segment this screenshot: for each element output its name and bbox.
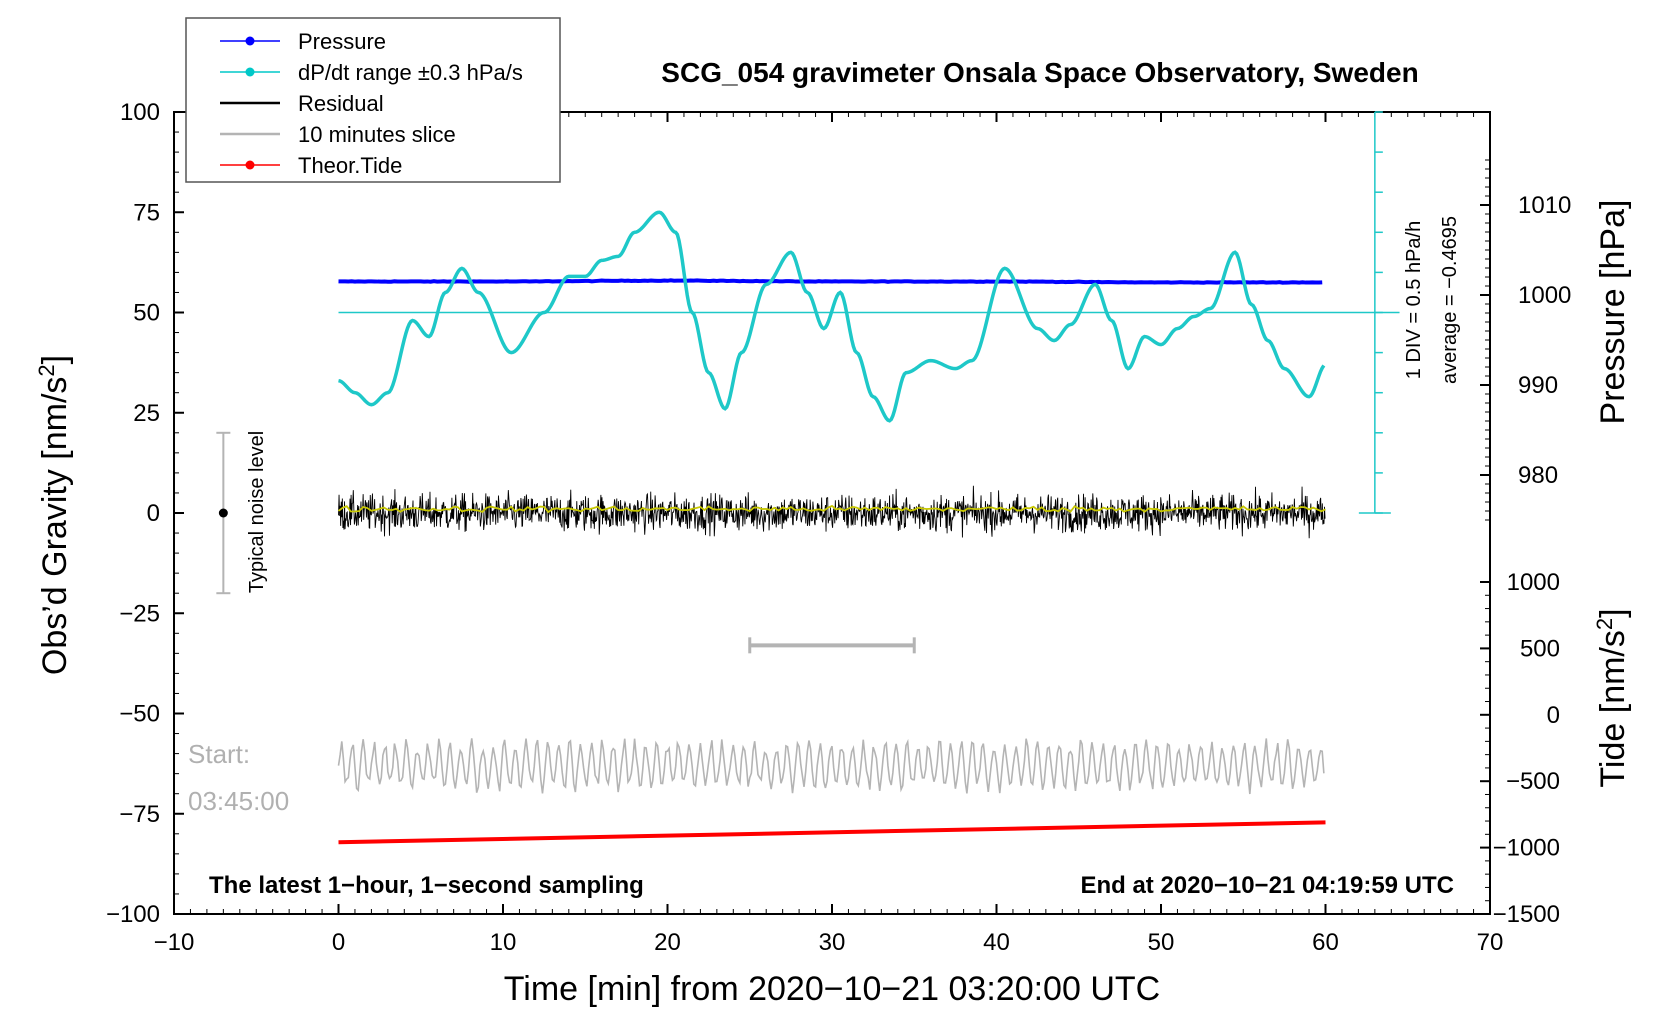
tide-tick-label: −1000 [1493,835,1560,862]
legend-label: Pressure [298,29,386,54]
legend-label: 10 minutes slice [298,122,456,147]
dpdt-scale-label-2: average = −0.4695 [1439,216,1461,384]
chart-extras [216,111,1391,654]
x-tick-label: −10 [154,929,195,956]
y-tick-label: −25 [119,600,160,627]
pressure-line [338,278,1323,285]
y-tide-title-main: Tide [nm/s [1594,630,1632,787]
dpdt-line [338,210,1326,423]
residual-line [338,485,1326,539]
y-tick-label: 100 [120,99,160,126]
tide-line [338,820,1326,845]
dpdt-scale-label-1: 1 DIV = 0.5 hPa/h [1403,221,1425,379]
start-time: 03:45:00 [188,786,289,816]
y-axis-pressure-title: Pressure [hPa] [1594,200,1632,425]
legend-marker [245,160,255,170]
x-tick-label: 50 [1148,929,1175,956]
pressure-tick-label: 980 [1518,462,1558,489]
y-axis-left-title: Obs’d Gravity [nm/s2] [34,355,74,675]
tide-tick-label: 0 [1547,702,1560,729]
series-group [337,210,1400,845]
legend-label: dP/dt range ±0.3 hPa/s [298,60,523,85]
tide-tick-label: 1000 [1507,569,1560,596]
tide-tick-label: 500 [1520,635,1560,662]
y-left-title-main: Obs’d Gravity [nm/s [36,377,74,676]
residual-smoothed-line [337,504,1326,514]
x-axis: −10 0 10 20 30 40 50 60 70 [154,112,1504,956]
x-tick-label: 20 [654,929,681,956]
tide-tick-label: −500 [1506,768,1560,795]
x-tick-label: 30 [819,929,846,956]
y-tick-label: 50 [133,300,160,327]
legend: Pressure dP/dt range ±0.3 hPa/s Residual 10… [185,17,561,183]
y-axis-pressure: 1010 1000 990 980 [1480,159,1571,521]
y-axis-left: 100 75 50 25 0 −25 −50 −75 −100 [106,99,184,928]
x-tick-label: 60 [1312,929,1339,956]
y-tick-label: −50 [119,701,160,728]
y-axis-tide: 1000 500 0 −500 −1000 −1500 [1480,569,1560,928]
y-tick-label: −75 [119,801,160,828]
y-tick-label: 25 [133,400,160,427]
start-label: Start: [188,739,250,769]
note-bottom-right: End at 2020−10−21 04:19:59 UTC [1080,872,1454,899]
slice-line [337,738,1325,795]
pressure-tick-label: 1000 [1518,282,1571,309]
legend-marker [245,67,255,77]
legend-label: Theor.Tide [298,153,402,178]
legend-box [185,17,561,183]
y-tick-label: −100 [106,901,160,928]
pressure-tick-label: 990 [1518,372,1558,399]
y-left-title-sup: 2 [34,364,59,376]
chart-title: SCG_054 gravimeter Onsala Space Observat… [661,57,1418,88]
note-bottom-left: The latest 1−hour, 1−second sampling [209,872,644,899]
legend-label: Residual [298,91,384,116]
legend-marker [245,36,255,46]
x-tick-label: 0 [332,929,345,956]
y-left-title-tail: ] [36,355,74,364]
x-axis-title: Time [min] from 2020−10−21 03:20:00 UTC [504,970,1160,1008]
pressure-tick-label: 1010 [1518,192,1571,219]
x-tick-label: 40 [983,929,1010,956]
y-tick-label: 75 [133,199,160,226]
x-tick-label: 10 [490,929,517,956]
y-tide-title-tail: ] [1594,608,1632,617]
noise-bar-dot [218,508,228,518]
noise-level-label: Typical noise level [246,431,268,593]
y-tick-label: 0 [147,500,160,527]
y-axis-tide-title: Tide [nm/s2] [1592,608,1632,787]
y-tide-title-sup: 2 [1592,618,1617,630]
tide-tick-label: −1500 [1493,901,1560,928]
x-tick-label: 70 [1477,929,1504,956]
